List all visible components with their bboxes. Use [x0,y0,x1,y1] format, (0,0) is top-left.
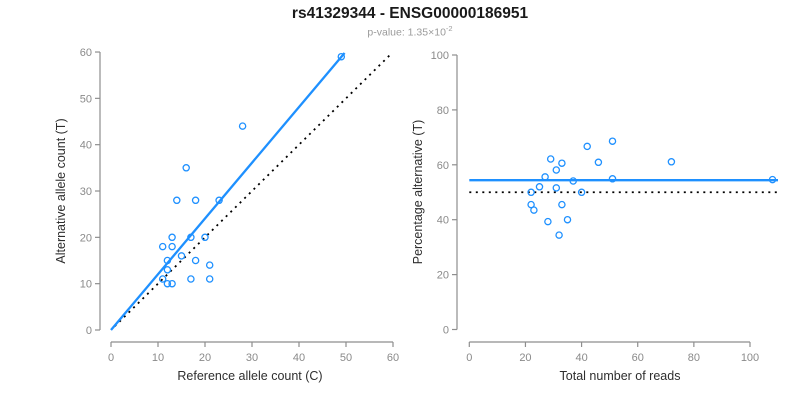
data-point [608,175,617,183]
data-point [168,242,176,251]
data-point [569,177,577,185]
figure-title: rs41329344 - ENSG00000186951 [291,5,529,22]
data-point [552,166,561,174]
x-tick-label: 60 [387,352,399,364]
p-value-exponent: -2 [445,24,453,33]
plot-percentage-vs-depth: 0 20 40 60 80 100 0 20 40 60 80 100 Total number of … [411,50,778,383]
x-tick-label: 30 [246,352,258,364]
x-tick-label: 40 [293,352,305,364]
x-tick-label: 10 [152,352,164,364]
y-tick-label: 60 [80,47,92,59]
data-point [535,183,544,191]
y-tick-label: 40 [437,215,449,227]
data-point [541,173,549,181]
y-tick-label: 40 [80,140,92,152]
data-point [163,256,172,265]
x-tick-label: 50 [340,352,352,364]
data-point [191,196,200,205]
data-point [182,164,190,172]
data-point [555,231,563,239]
data-point [173,196,181,205]
y-tick-label: 20 [437,270,449,282]
data-point [201,233,209,242]
plot-allele-counts: 0 10 20 30 40 50 60 0 10 20 30 40 50 60 Reference alle… [54,47,399,383]
data-point [667,158,676,166]
data-point [583,142,591,151]
data-point [191,256,200,265]
y-tick-label: 10 [80,279,92,291]
x-tick-label: 20 [199,352,211,364]
p-value-subtitle: p-value: 1.35×10-2 [10,24,800,39]
y-axis-title: Percentage alternative (T) [411,120,425,265]
y-axis-title: Alternative allele count (T) [54,118,68,263]
data-point [163,266,172,274]
data-point [768,175,777,184]
data-point [530,206,538,214]
data-point [552,184,561,192]
y-tick-label: 0 [86,325,92,337]
data-point [205,261,214,269]
data-point [163,279,172,288]
data-point [337,52,346,61]
fit-line [110,52,346,331]
x-tick-label: 60 [632,352,644,364]
x-tick-label: 40 [575,352,587,364]
y-tick-label: 80 [437,105,449,117]
x-axis-title: Total number of reads [560,369,681,383]
y-tick-label: 100 [431,50,449,62]
p-value-text: p-value: 1.35×10 [367,26,446,39]
data-point [158,242,167,251]
data-point [215,196,223,205]
data-point [158,275,167,283]
x-tick-label: 20 [519,352,531,364]
data-point [544,217,552,226]
x-tick-label: 80 [688,352,700,364]
data-point [594,158,603,167]
x-tick-label: 0 [108,352,114,364]
data-point [558,200,566,209]
data-point [527,188,535,197]
data-point [238,122,247,130]
data-point [546,155,555,163]
data-point [558,159,566,167]
data-point [168,233,176,242]
y-tick-label: 0 [443,325,449,337]
y-tick-label: 20 [80,232,92,244]
data-point [205,275,214,283]
x-axis-title: Reference allele count (C) [177,369,322,383]
data-point [168,279,176,288]
identity-line [114,53,392,327]
data-point [187,275,195,283]
x-tick-label: 100 [741,352,759,364]
data-point [177,252,186,260]
x-tick-label: 0 [466,352,472,364]
y-tick-label: 30 [80,186,92,198]
y-tick-label: 60 [437,160,449,172]
data-point [608,137,617,145]
data-point [187,233,195,242]
data-point [577,188,586,197]
y-tick-label: 50 [80,93,92,105]
data-point [563,215,572,224]
